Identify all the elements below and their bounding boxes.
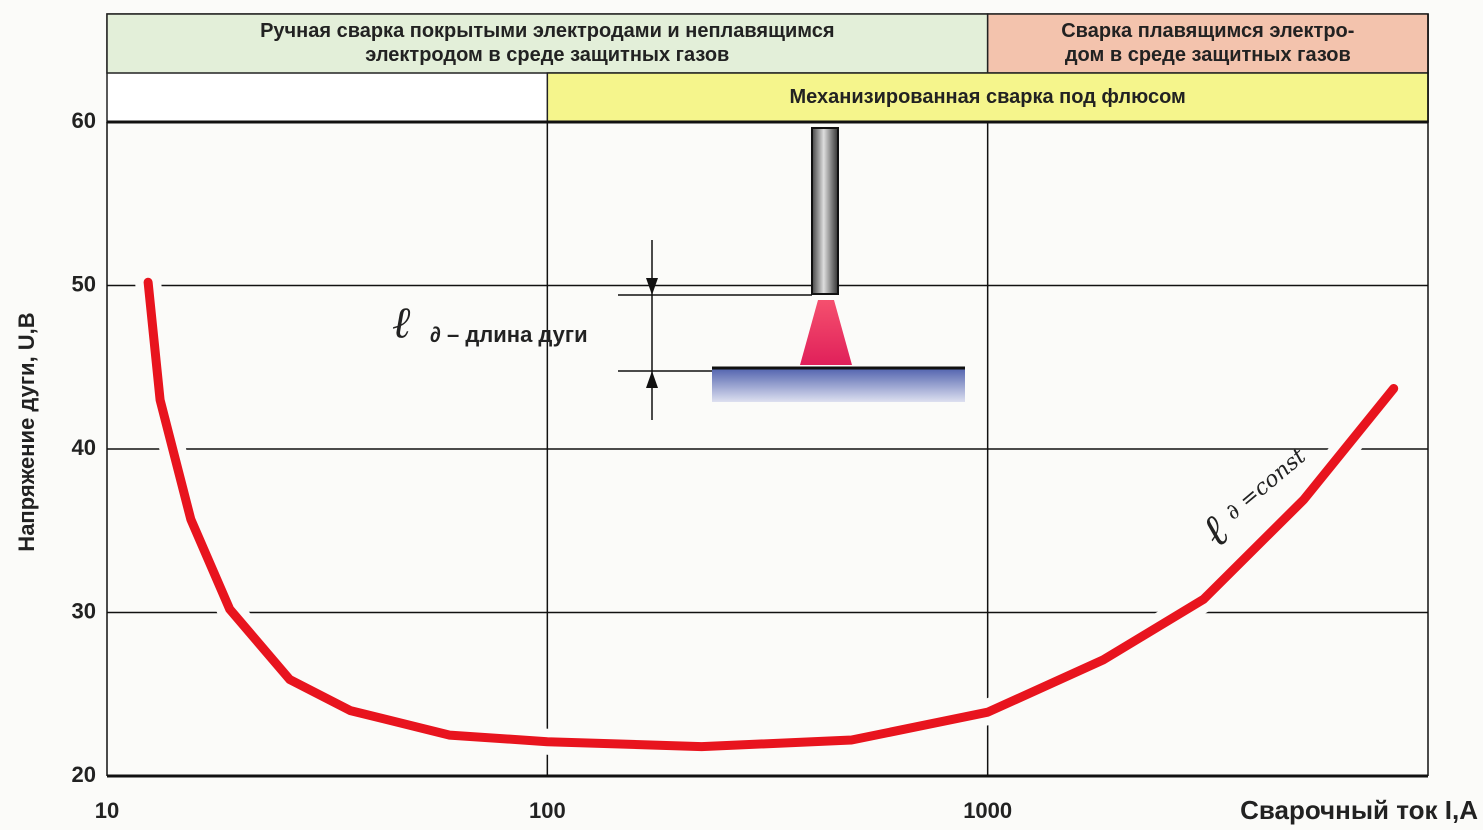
y-tick-label: 50 <box>72 271 96 296</box>
arc-length-symbol: ℓ <box>392 298 411 349</box>
arrow <box>646 278 658 295</box>
band-label: Механизированная сварка под флюсом <box>789 86 1185 108</box>
arc-length-label: ∂ – длина дуги <box>430 322 588 347</box>
x-axis-label: Сварочный ток I,A <box>1240 795 1478 825</box>
grid: 20 30 40 50 60 10 100 1000 <box>72 14 1428 823</box>
x-tick-label: 1000 <box>963 798 1012 823</box>
arc <box>800 300 852 365</box>
y-tick-label: 40 <box>72 435 96 460</box>
bands: Ручная сварка покрытыми электродами и не… <box>107 14 1428 122</box>
x-tick-label: 10 <box>95 798 119 823</box>
y-tick-label: 30 <box>72 598 96 623</box>
y-tick-label: 20 <box>72 762 96 787</box>
band-label: Ручная сварка покрытыми электродами и не… <box>260 20 835 42</box>
electrode-illustration: ℓ ∂ – длина дуги <box>392 128 965 420</box>
y-tick-label: 60 <box>72 108 96 133</box>
electrode <box>812 128 838 294</box>
band-label: дом в среде защитных газов <box>1065 44 1351 66</box>
chart: Ручная сварка покрытыми электродами и не… <box>0 0 1483 830</box>
band-label: электродом в среде защитных газов <box>365 44 729 66</box>
workpiece <box>712 369 965 402</box>
arrow <box>646 371 658 388</box>
x-tick-label: 100 <box>529 798 566 823</box>
band-label: Сварка плавящимся электро- <box>1061 20 1354 42</box>
y-axis-label: Напряжение дуги, U,В <box>14 312 39 551</box>
